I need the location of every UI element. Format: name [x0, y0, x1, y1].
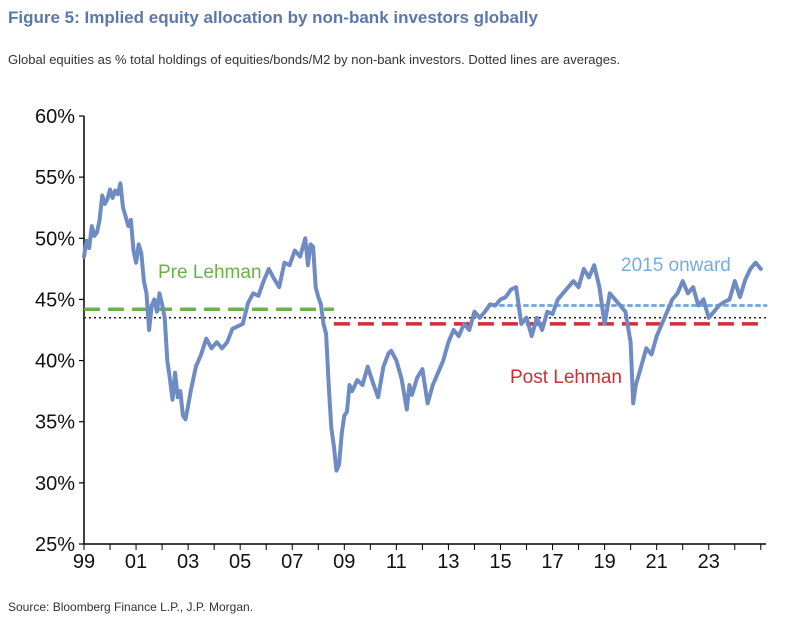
x-tick-label: 19: [593, 551, 615, 573]
chart-subtitle: Global equities as % total holdings of e…: [8, 52, 621, 67]
y-tick-label: 30%: [35, 473, 75, 495]
annotations: Pre Lehman Post Lehman 2015 onward: [158, 255, 731, 388]
x-tick-label: 99: [73, 551, 95, 573]
x-tick-label: 03: [177, 551, 199, 573]
x-tick-label: 17: [541, 551, 563, 573]
x-tick-label: 05: [229, 551, 251, 573]
annotation-label: Post Lehman: [510, 367, 622, 388]
reference-lines: [84, 304, 768, 326]
x-tick-label: 23: [698, 551, 720, 573]
x-tick-label: 13: [437, 551, 459, 573]
y-tick-label: 55%: [35, 167, 75, 189]
x-tick-label: 09: [333, 551, 355, 573]
annotation-label: Pre Lehman: [158, 262, 262, 283]
y-tick-label: 35%: [35, 412, 75, 434]
series-line: [82, 181, 763, 473]
x-tick-label: 11: [386, 551, 407, 573]
y-axis: 25% 30% 35% 40% 45% 50% 55% 60%: [35, 106, 85, 556]
y-tick-label: 60%: [35, 106, 75, 128]
y-tick-label: 45%: [35, 289, 75, 311]
y-tick-label: 25%: [35, 534, 75, 556]
x-tick-label: 07: [281, 551, 303, 573]
x-tick-label: 01: [125, 551, 147, 573]
annotation-label: 2015 onward: [621, 255, 731, 276]
x-axis: 99 01 03 05 07 09 11 13 15 17 19 21 23: [73, 543, 766, 573]
x-tick-label: 15: [489, 551, 511, 573]
series-group: [82, 181, 763, 473]
y-tick-label: 40%: [35, 351, 75, 373]
source-note: Source: Bloomberg Finance L.P., J.P. Mor…: [8, 600, 254, 614]
y-tick-label: 50%: [35, 228, 75, 250]
x-tick-label: 21: [646, 551, 668, 573]
chart-title: Figure 5: Implied equity allocation by n…: [8, 8, 538, 27]
